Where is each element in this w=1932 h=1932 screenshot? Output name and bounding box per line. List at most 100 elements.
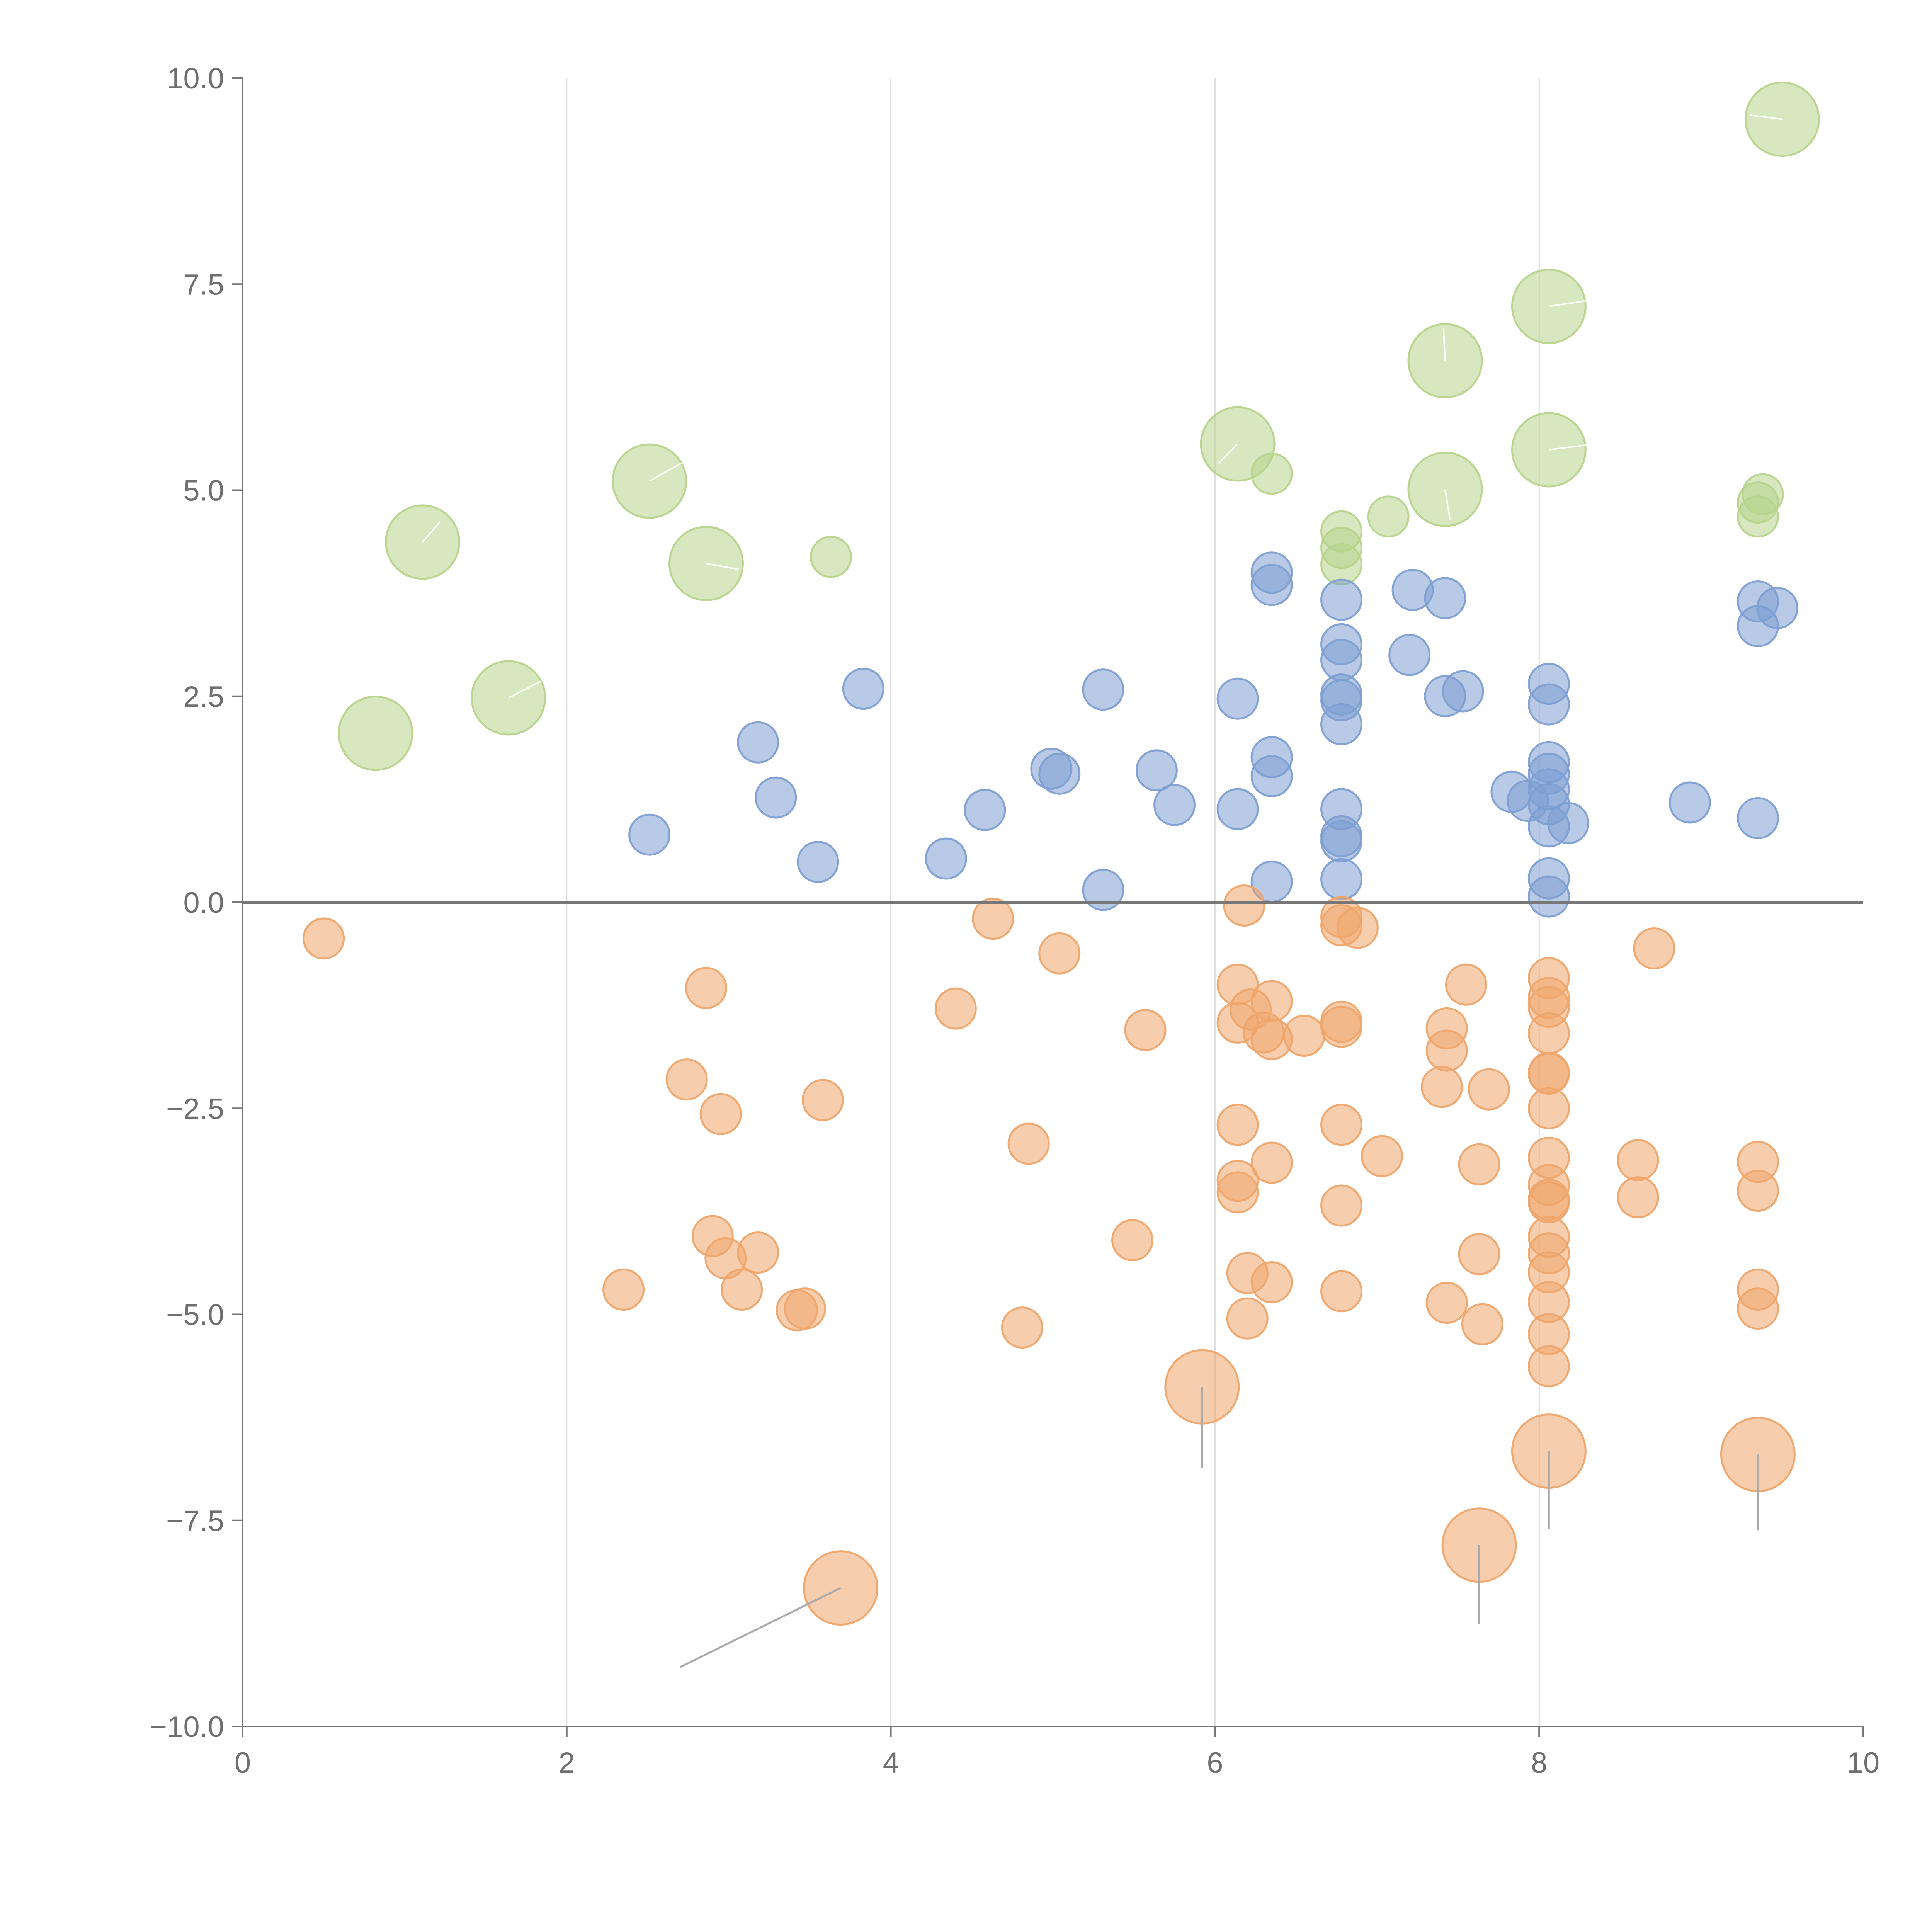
leader-line	[1444, 489, 1451, 520]
data-point-blue	[755, 776, 797, 819]
data-point-orange	[1124, 1009, 1167, 1051]
data-point-blue	[1135, 749, 1178, 792]
data-point-orange	[1633, 927, 1675, 969]
data-point-blue	[842, 668, 884, 710]
data-point-orange	[1527, 1345, 1570, 1388]
data-points	[303, 82, 1820, 1626]
data-point-blue	[1527, 683, 1570, 726]
axes	[232, 77, 1864, 1737]
data-point-orange	[602, 1269, 645, 1311]
data-point-orange	[972, 898, 1014, 940]
leader-line	[680, 1587, 841, 1668]
data-point-blue	[925, 837, 967, 880]
y-tick-label: 0.0	[183, 886, 224, 919]
data-point-orange	[1445, 963, 1487, 1006]
data-point-green	[338, 696, 413, 771]
data-point-orange	[934, 987, 977, 1030]
data-point-blue	[1424, 577, 1466, 619]
data-point-green	[1367, 495, 1410, 538]
leader-line	[1750, 114, 1782, 120]
data-point-orange	[1007, 1122, 1050, 1165]
y-tick-label: 5.0	[183, 474, 224, 507]
data-point-orange	[1361, 1135, 1403, 1177]
data-point-orange	[1421, 1066, 1463, 1108]
data-point-orange	[1461, 1303, 1503, 1345]
data-point-blue	[1388, 634, 1431, 676]
data-point-blue	[1320, 703, 1363, 745]
x-tick-label: 10	[1847, 1747, 1880, 1779]
data-point-orange	[1216, 1104, 1259, 1146]
data-point-blue	[1527, 875, 1570, 918]
leader-line	[1549, 444, 1588, 451]
data-point-orange	[737, 1231, 779, 1274]
tick-labels: 10.0 7.5 5.0 2.5 0.0 −2.5 −5.0 −7.5 −10.0 0 2 4 6 8 10	[150, 62, 1880, 1779]
data-point-orange	[685, 967, 727, 1009]
data-point-orange	[721, 1269, 763, 1311]
data-point-green	[1250, 452, 1293, 495]
x-tick-label: 6	[1207, 1747, 1223, 1779]
y-tick-label: 2.5	[183, 680, 224, 713]
data-point-blue	[628, 813, 671, 856]
leader-line	[1442, 328, 1446, 361]
data-point-orange	[1038, 932, 1081, 975]
data-point-orange	[699, 1093, 742, 1135]
data-point-blue	[1082, 668, 1124, 711]
data-point-orange	[1736, 1287, 1779, 1330]
leader-line	[706, 563, 739, 570]
x-tick-label: 4	[883, 1747, 899, 1779]
data-point-orange	[303, 917, 345, 960]
leader-line	[649, 462, 682, 482]
data-point-blue	[1756, 587, 1799, 629]
data-point-orange	[1336, 906, 1379, 949]
data-point-orange	[1250, 1141, 1293, 1184]
leader-line	[1218, 443, 1238, 464]
data-point-orange	[801, 1079, 844, 1121]
data-point-orange	[1425, 1029, 1468, 1072]
data-point-orange	[1425, 1282, 1468, 1324]
data-point-orange	[1320, 1184, 1363, 1227]
data-point-orange	[1250, 1261, 1293, 1303]
x-tick-label: 8	[1531, 1747, 1547, 1779]
data-point-blue	[797, 840, 839, 883]
data-point-orange	[1111, 1219, 1154, 1262]
data-point-orange	[1320, 1005, 1363, 1048]
data-point-blue	[1736, 797, 1779, 839]
data-point-orange	[1527, 1087, 1570, 1129]
data-point-blue	[1153, 784, 1196, 826]
data-point-orange	[1001, 1306, 1043, 1349]
data-point-orange	[784, 1287, 826, 1330]
data-point-blue	[1442, 670, 1484, 713]
y-tick-label: −5.0	[166, 1299, 224, 1332]
data-point-orange	[1458, 1143, 1500, 1185]
leader-line	[1549, 299, 1588, 307]
data-point-orange	[1617, 1176, 1659, 1219]
data-point-blue	[1250, 755, 1293, 798]
leader-lines	[422, 114, 1782, 1668]
data-point-green	[810, 536, 852, 578]
y-tick-label: −10.0	[150, 1711, 224, 1743]
data-point-blue	[1320, 858, 1363, 900]
data-point-orange	[1226, 1297, 1269, 1340]
data-point-green	[1320, 543, 1363, 585]
data-point-green	[1742, 473, 1784, 515]
y-tick-label: −2.5	[166, 1092, 224, 1125]
data-point-orange	[1736, 1170, 1779, 1212]
data-point-orange	[1617, 1139, 1659, 1182]
data-point-blue	[964, 789, 1006, 831]
data-point-orange	[1458, 1233, 1500, 1276]
data-point-blue	[1320, 578, 1363, 621]
data-point-blue	[1216, 677, 1259, 720]
data-point-orange	[1468, 1068, 1510, 1111]
data-point-orange	[1250, 980, 1293, 1022]
data-point-orange	[1320, 1270, 1363, 1313]
data-point-orange	[1216, 1171, 1259, 1214]
data-point-orange	[1320, 1104, 1363, 1146]
data-point-blue	[1216, 788, 1259, 830]
y-tick-label: 10.0	[167, 62, 224, 95]
x-tick-label: 0	[235, 1747, 251, 1779]
data-point-orange	[1527, 1012, 1570, 1054]
data-point-blue	[1320, 820, 1363, 862]
data-point-blue	[1038, 752, 1081, 795]
data-point-blue	[1250, 564, 1293, 606]
